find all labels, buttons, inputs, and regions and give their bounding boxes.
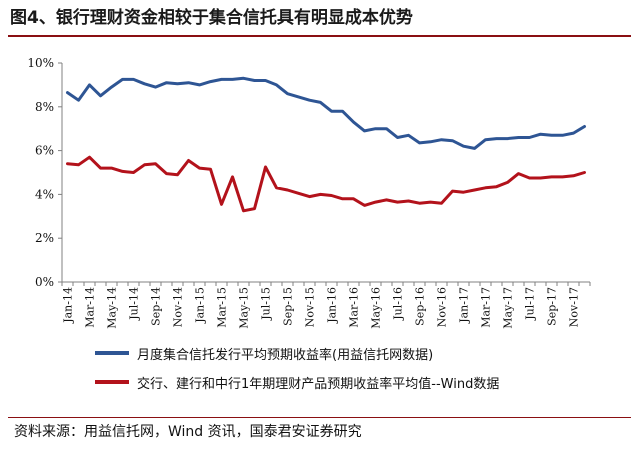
y-tick-label: 2% (35, 231, 54, 245)
x-tick-label: Jul-14 (128, 287, 141, 321)
x-tick-label: Jul-16 (392, 287, 405, 321)
x-tick-label: Sep-17 (546, 287, 559, 326)
x-tick-label: Jan-17 (458, 287, 471, 324)
source-divider (8, 417, 631, 418)
x-tick-label: May-17 (502, 287, 515, 329)
y-tick-label: 0% (35, 275, 54, 289)
x-tick-label: Nov-16 (436, 287, 449, 327)
x-tick-label: Jan-15 (194, 287, 207, 324)
x-tick-label: Mar-17 (480, 287, 493, 328)
x-tick-label: Nov-17 (568, 287, 581, 327)
legend-swatch-bank (95, 380, 129, 384)
series-line-trust-yield (66, 76, 586, 150)
y-tick-label: 10% (27, 56, 54, 70)
source-note: 资料来源：用益信托网，Wind 资讯，国泰君安证券研究 (14, 424, 362, 440)
x-tick-label: Mar-15 (216, 287, 229, 328)
x-tick-label: Mar-14 (84, 287, 97, 328)
y-tick-label: 8% (35, 100, 54, 114)
x-tick-label: Sep-15 (282, 287, 295, 326)
legend-label-bank: 交行、建行和中行1年期理财产品预期收益率平均值--Wind数据 (137, 376, 500, 392)
legend-label-trust: 月度集合信托发行平均预期收益率(用益信托网数据) (137, 347, 434, 363)
y-tick-label: 4% (35, 187, 54, 201)
x-tick-label: Jul-15 (260, 287, 273, 321)
legend-item-bank: 交行、建行和中行1年期理财产品预期收益率平均值--Wind数据 (95, 371, 499, 393)
line-chart: 0% 2% 4% 6% 8% 10% Jan-14 Mar-14 May-14 Jul-14 Sep… (27, 56, 591, 329)
x-tick-label: Sep-16 (414, 287, 427, 326)
x-tick-label: Jan-14 (62, 287, 75, 324)
legend-swatch-trust (95, 351, 129, 355)
series-line-bank-wmp-yield (66, 155, 586, 213)
y-tick-label: 6% (35, 144, 54, 158)
x-tick-label: Jan-16 (326, 287, 339, 324)
x-tick-label: Nov-14 (172, 287, 185, 327)
x-tick-label: May-16 (370, 287, 383, 329)
x-tick-label: Nov-15 (304, 287, 317, 327)
legend-item-trust: 月度集合信托发行平均预期收益率(用益信托网数据) (95, 342, 433, 364)
title-divider (8, 35, 631, 37)
x-tick-label: Mar-16 (348, 287, 361, 328)
x-tick-label: Jul-17 (524, 287, 537, 321)
x-tick-label: May-15 (238, 287, 251, 329)
x-tick-label: May-14 (106, 287, 119, 329)
x-tick-label: Sep-14 (150, 287, 163, 326)
figure-title: 图4、银行理财资金相较于集合信托具有明显成本优势 (10, 8, 413, 28)
